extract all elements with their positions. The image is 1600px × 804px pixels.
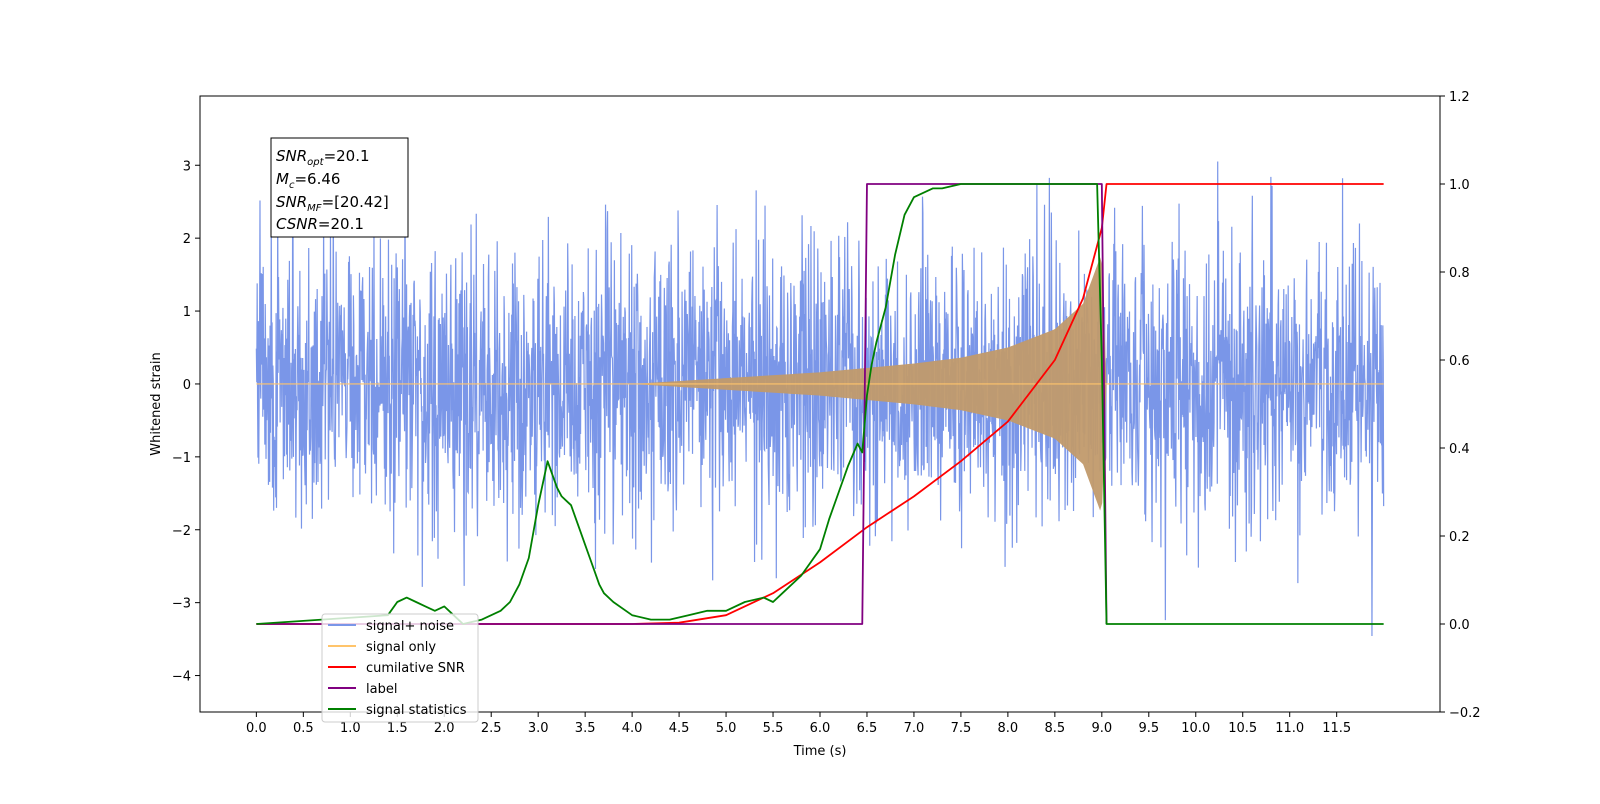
data-layer [255, 160, 1385, 637]
x-tick-label: 11.0 [1275, 721, 1304, 736]
x-tick-label: 11.5 [1322, 721, 1351, 736]
x-tick-label: 5.5 [763, 721, 784, 736]
y2-tick-label: 0.6 [1449, 354, 1470, 369]
y2-tick-label: 1.0 [1449, 178, 1470, 193]
y-tick-label: −2 [172, 524, 191, 539]
y-tick-label: 1 [183, 305, 191, 320]
annotation-line-csnr: CSNR=20.1 [276, 215, 364, 233]
legend-label-signal-noise: signal+ noise [366, 619, 454, 634]
legend-label-label: label [366, 682, 397, 697]
y2-tick-label: 0.8 [1449, 266, 1470, 281]
y-axis-label: Whitened strain [149, 352, 164, 455]
y2-tick-label: 0.4 [1449, 442, 1470, 457]
x-tick-label: 8.0 [998, 721, 1019, 736]
y2-tick-label: 0.2 [1449, 530, 1470, 545]
series-label-line [256, 183, 1108, 625]
y-tick-label: −3 [172, 597, 191, 612]
legend-label-signal-only: signal only [366, 640, 436, 655]
annotation-line-snr-mf: SNRMF=[20.42] [276, 193, 389, 214]
x-tick-label: 8.5 [1045, 721, 1066, 736]
x-tick-label: 7.0 [904, 721, 925, 736]
y-tick-label: 3 [183, 159, 191, 174]
x-tick-label: 2.0 [434, 721, 455, 736]
x-tick-label: 9.5 [1138, 721, 1159, 736]
y2-tick-label: −0.2 [1449, 706, 1481, 721]
x-tick-label: 4.5 [669, 721, 690, 736]
x-tick-label: 1.0 [340, 721, 361, 736]
x-tick-label: 0.0 [246, 721, 267, 736]
series-cumulative-snr-line [256, 183, 1384, 625]
annotation-frame [270, 137, 409, 238]
legend-label-signal-statistics: signal statistics [366, 703, 467, 718]
y-tick-label: 2 [183, 232, 191, 247]
x-tick-label: 1.5 [387, 721, 408, 736]
x-tick-label: 5.0 [716, 721, 737, 736]
annotation-line-snr-opt: SNRopt=20.1 [276, 147, 370, 168]
x-tick-label: 6.5 [857, 721, 878, 736]
x-tick-label: 4.0 [622, 721, 643, 736]
y-tick-label: −1 [172, 451, 191, 466]
legend-frame [321, 613, 479, 723]
x-tick-label: 0.5 [293, 721, 314, 736]
x-tick-label: 2.5 [481, 721, 502, 736]
series-signal-statistics-line [256, 183, 1384, 625]
y2-tick-label: 1.2 [1449, 90, 1470, 105]
legend: signal+ noise signal only cumilative SNR… [321, 613, 479, 723]
annotation-line-mc: Mc=6.46 [276, 170, 340, 191]
y2-tick-label: 0.0 [1449, 618, 1470, 633]
y-tick-label: 0 [183, 378, 191, 393]
x-tick-label: 10.0 [1181, 721, 1210, 736]
y-tick-label: −4 [172, 670, 191, 685]
x-tick-label: 6.0 [810, 721, 831, 736]
x-tick-label: 7.5 [951, 721, 972, 736]
x-tick-label: 9.0 [1091, 721, 1112, 736]
legend-label-cumulative-snr: cumilative SNR [366, 661, 465, 676]
x-tick-label: 3.5 [575, 721, 596, 736]
annotation-box: SNRopt=20.1 Mc=6.46 SNRMF=[20.42] CSNR=2… [270, 137, 409, 238]
x-tick-label: 10.5 [1228, 721, 1257, 736]
axes-layer: 0.0 0.5 1.0 1.5 2.0 2.5 3.0 3.5 4.0 4.5 5.0 5.5 6.0 6… [172, 90, 1481, 736]
x-axis-label: Time (s) [793, 744, 847, 759]
x-tick-label: 3.0 [528, 721, 549, 736]
